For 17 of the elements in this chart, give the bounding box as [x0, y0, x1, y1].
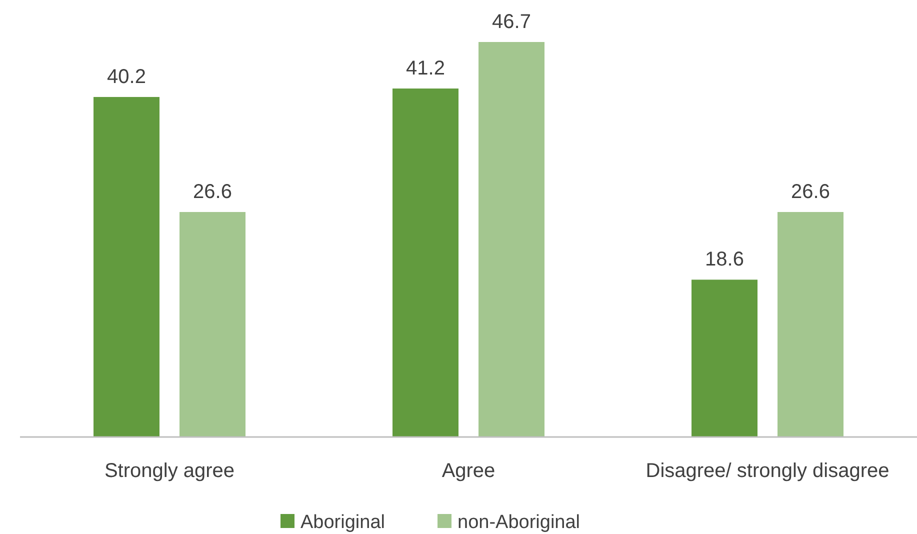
data-label: 18.6: [705, 248, 744, 271]
data-label: 41.2: [406, 58, 445, 80]
bar: [778, 212, 844, 437]
x-tick-label: Strongly agree: [104, 460, 235, 482]
data-label: 40.2: [107, 66, 146, 88]
x-tick-label: Disagree/ strongly disagree: [646, 460, 890, 482]
legend-label: non-Aboriginal: [458, 512, 580, 533]
data-label: 26.6: [193, 181, 232, 204]
bar: [692, 280, 758, 437]
data-label: 46.7: [492, 11, 531, 33]
data-label: 26.6: [791, 181, 830, 204]
bar: [180, 212, 246, 437]
bar: [94, 96, 160, 437]
legend-label: Aboriginal: [300, 512, 385, 533]
bar: [478, 42, 544, 437]
x-tick-label: Agree: [442, 460, 496, 482]
bar: [392, 88, 458, 437]
